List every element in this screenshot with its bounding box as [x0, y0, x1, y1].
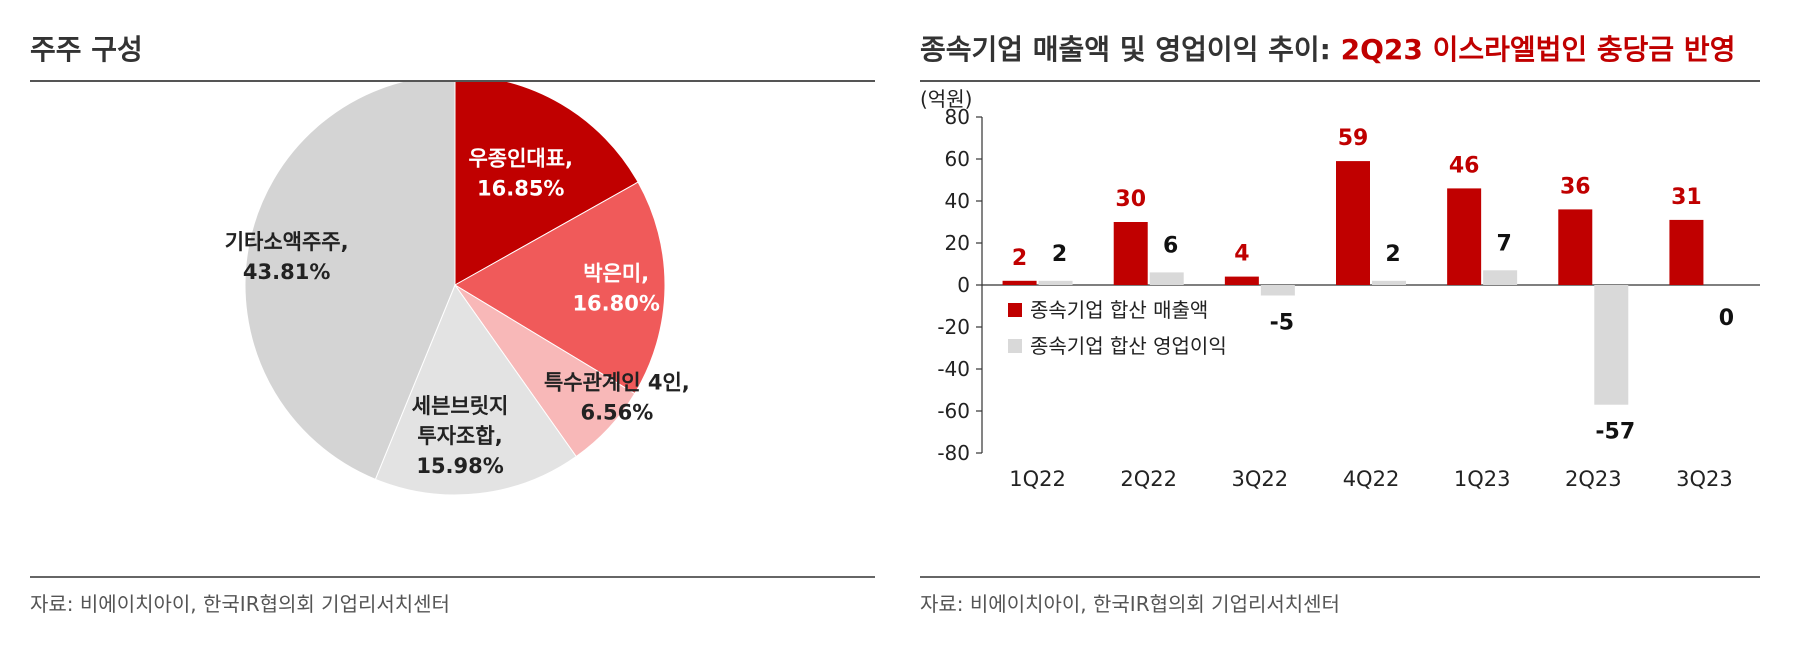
- x-tick-label: 2Q23: [1565, 467, 1622, 491]
- data-label: 2: [1052, 242, 1067, 267]
- shareholder-pie-chart: 우종인대표, 16.85% 박은미, 16.80% 특수관계인 4인, 6.56% 세븐브릿…: [225, 82, 690, 496]
- revenue-bar: [1113, 222, 1148, 285]
- data-label: 0: [1719, 306, 1734, 331]
- data-label: 59: [1338, 126, 1369, 151]
- operating-profit-bar: [1483, 270, 1518, 285]
- source-divider: [30, 576, 875, 578]
- y-unit-label: (억원): [920, 87, 972, 111]
- legend-label: 종속기업 합산 매출액: [1030, 298, 1208, 322]
- revenue-bar: [1002, 280, 1037, 285]
- legend-label: 종속기업 합산 영업이익: [1030, 334, 1227, 358]
- legend-swatch: [1008, 339, 1022, 353]
- bar-title: 종속기업 매출액 및 영업이익 추이: 2Q23 이스라엘법인 충당금 반영: [920, 28, 1735, 68]
- revenue-bar: [1558, 209, 1593, 285]
- operating-profit-bar: [1594, 285, 1629, 405]
- pie-slice: [244, 82, 456, 480]
- y-tick-label: -80: [937, 441, 970, 465]
- y-tick-label: -20: [937, 315, 970, 339]
- operating-profit-bar: [1038, 280, 1073, 285]
- operating-profit-bar: [1372, 280, 1406, 285]
- source-note: 자료: 비에이치아이, 한국IR협의회 기업리서치센터: [30, 592, 450, 616]
- revenue-bar: [1669, 219, 1704, 285]
- pie-label: 세븐브릿지: [412, 394, 509, 418]
- x-tick-label: 2Q22: [1120, 467, 1177, 491]
- data-label: 46: [1449, 153, 1480, 178]
- bar-title-accent: 2Q23 이스라엘법인 충당금 반영: [1340, 33, 1736, 66]
- source-note: 자료: 비에이치아이, 한국IR협의회 기업리서치센터: [920, 592, 1340, 616]
- data-label: 6: [1163, 233, 1178, 258]
- y-tick-label: -60: [937, 399, 970, 423]
- data-label: 4: [1234, 242, 1249, 267]
- pie-label: 15.98%: [416, 454, 503, 478]
- data-label: -57: [1595, 420, 1635, 445]
- y-tick-label: 40: [945, 189, 970, 213]
- data-label: 36: [1560, 174, 1591, 199]
- pie-label: 43.81%: [243, 260, 330, 284]
- x-tick-label: 4Q22: [1343, 467, 1400, 491]
- revenue-bar: [1224, 276, 1259, 285]
- operating-profit-bar: [1260, 285, 1295, 296]
- pie-slice: [374, 283, 577, 496]
- pie-slice: [454, 181, 666, 395]
- data-label: 2: [1385, 242, 1400, 267]
- pie-label: 우종인대표,: [468, 147, 573, 171]
- x-tick-label: 1Q23: [1454, 467, 1511, 491]
- operating-profit-bar: [1149, 272, 1184, 285]
- pie-label: 박은미,: [583, 261, 649, 285]
- y-tick-label: 60: [945, 147, 970, 171]
- data-label: 2: [1012, 246, 1027, 271]
- title-divider: [30, 80, 875, 82]
- revenue-bar: [1336, 161, 1370, 285]
- data-label: 7: [1496, 231, 1511, 256]
- y-tick-label: 0: [957, 273, 970, 297]
- revenue-bar: [1447, 188, 1482, 285]
- pie-label: 6.56%: [580, 401, 653, 425]
- title-divider: [920, 80, 1760, 82]
- pie-label: 투자조합,: [417, 424, 502, 448]
- pie-slice: [454, 82, 639, 286]
- y-tick-label: 80: [945, 105, 970, 129]
- data-label: 31: [1671, 185, 1702, 210]
- pie-label: 16.85%: [477, 177, 564, 201]
- legend-swatch: [1008, 303, 1022, 317]
- y-tick-label: 20: [945, 231, 970, 255]
- data-label: -5: [1270, 311, 1294, 336]
- x-tick-label: 3Q22: [1232, 467, 1289, 491]
- pie-title: 주주 구성: [30, 33, 143, 66]
- pie-label: 기타소액주주,: [225, 230, 349, 254]
- x-tick-label: 3Q23: [1676, 467, 1733, 491]
- data-label: 30: [1115, 187, 1146, 212]
- pie-label: 16.80%: [572, 291, 659, 315]
- bar-title-prefix: 종속기업 매출액 및 영업이익 추이:: [920, 33, 1341, 66]
- pie-label: 특수관계인 4인,: [544, 371, 690, 395]
- y-tick-label: -40: [937, 357, 970, 381]
- source-divider: [920, 576, 1760, 578]
- x-tick-label: 1Q22: [1009, 467, 1066, 491]
